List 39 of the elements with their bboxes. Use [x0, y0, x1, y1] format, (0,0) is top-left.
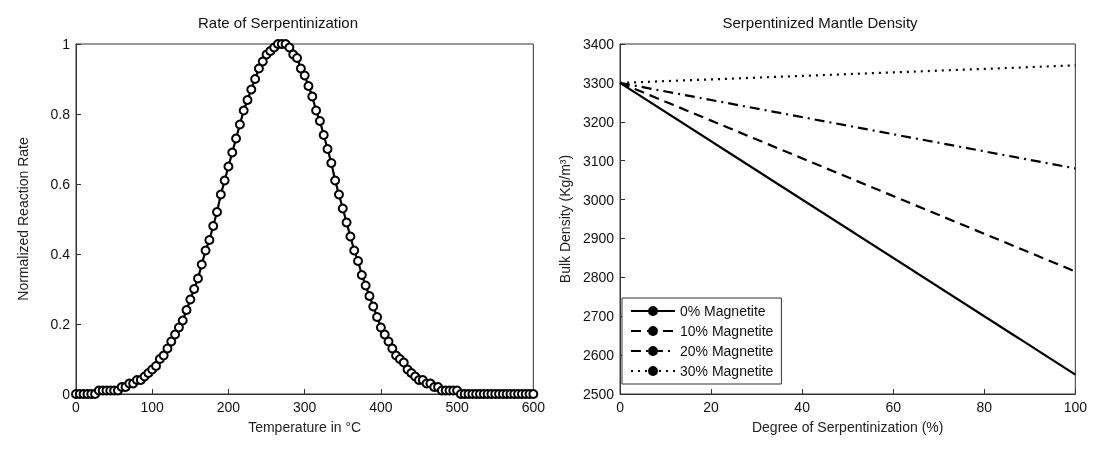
x-tick-label: 20	[703, 399, 720, 415]
y-axis-title: Normalized Reaction Rate	[15, 137, 31, 301]
x-tick-label: 100	[1063, 399, 1088, 415]
y-tick-label: 2600	[582, 347, 615, 364]
x-tick-label: 60	[885, 399, 902, 415]
y-tick-label: 3200	[582, 113, 615, 130]
x-tick-label: 400	[369, 399, 393, 415]
y-tick-label: 2900	[582, 230, 615, 247]
y-tick-label: 3100	[582, 152, 615, 169]
y-tick-label: 0.8	[50, 106, 71, 122]
x-tick-label: 600	[521, 399, 546, 415]
x-tick-label: 100	[140, 399, 165, 415]
x-tick-label: 500	[445, 399, 469, 415]
legend-label: 20% Magnetite	[680, 343, 774, 359]
x-tick-label: 200	[216, 399, 241, 415]
y-tick-label: 3300	[582, 74, 615, 91]
chart-title: Rate of Serpentinization	[197, 14, 359, 31]
x-tick-label: 80	[976, 399, 993, 415]
y-tick-label: 2700	[582, 308, 615, 325]
y-tick-label: 3400	[582, 36, 615, 52]
x-tick-label: 40	[794, 399, 811, 415]
legend-label: 30% Magnetite	[680, 363, 774, 379]
legend-label: 0% Magnetite	[680, 303, 766, 319]
y-tick-label: 0.4	[50, 246, 71, 262]
x-axis-title: Temperature in °C	[248, 419, 362, 435]
x-tick-label: 300	[292, 399, 317, 415]
x-axis-title: Degree of Serpentinization (%)	[751, 419, 944, 435]
x-tick-label: 0	[72, 399, 81, 415]
y-tick-label: 1	[62, 36, 71, 52]
y-tick-label: 0.6	[50, 176, 71, 192]
y-tick-label: 2800	[582, 269, 615, 286]
y-tick-label: 0.2	[50, 316, 71, 332]
y-tick-label: 0	[62, 386, 71, 402]
y-tick-label: 2500	[582, 386, 615, 402]
y-axis-title: Bulk Density (Kg/m³)	[557, 154, 573, 284]
y-tick-label: 3000	[582, 191, 615, 208]
chart-title: Serpentinized Mantle Density	[722, 14, 919, 31]
x-tick-label: 0	[616, 399, 625, 415]
legend-label: 10% Magnetite	[680, 323, 774, 339]
